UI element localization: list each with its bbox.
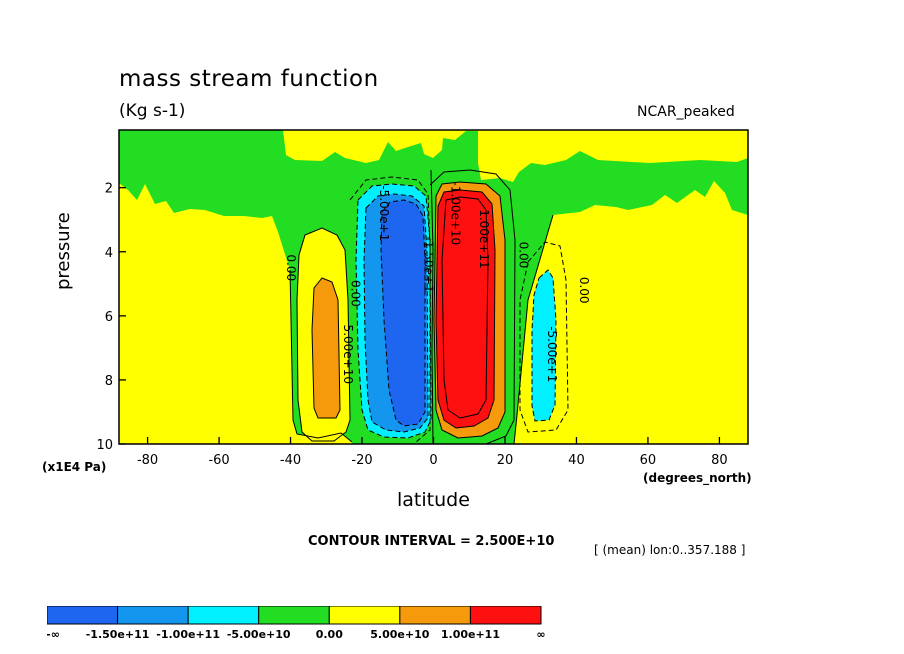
colorbar-level-label: ∞ [536, 628, 545, 641]
contour-negative-right-inner [531, 269, 557, 422]
colorbar: -∞ -1.50e+11 -1.00e+11 -5.00e+10 0.00 5.00e+1… [47, 606, 546, 641]
contour-interval-label: CONTOUR INTERVAL = 2.500E+10 [308, 534, 555, 549]
colorbar-swatch [469, 606, 542, 625]
y-tick-label: 8 [105, 374, 113, 389]
x-axis-ticks: -80 -60 -40 -20 0 20 40 60 80 [137, 437, 728, 468]
contour-equator-line [430, 169, 434, 444]
x-unit-label: (degrees_north) [643, 471, 752, 485]
contour-label: 0.00 [284, 254, 298, 281]
x-axis-label: latitude [397, 489, 470, 511]
contour-label: -5.00e+1 [377, 185, 391, 241]
colorbar-swatch [328, 606, 401, 625]
colorbar-swatch [399, 606, 471, 625]
contour-positive-right-outer [433, 181, 506, 439]
colorbar-swatch [258, 606, 330, 625]
colorbar-level-label: 5.00e+10 [370, 628, 429, 641]
contour-label: -5.00e+1 [545, 326, 559, 382]
contour-fills [119, 130, 748, 444]
y-tick-label: 6 [105, 310, 113, 325]
colorbar-swatch [117, 606, 189, 625]
contour-label: 0.00 [348, 280, 362, 307]
colorbar-level-label: -∞ [47, 628, 60, 641]
contour-positive-right-shell [429, 169, 516, 444]
y-tick-label: 4 [105, 246, 113, 261]
y-tick-label: 10 [96, 438, 113, 453]
contour-negative-right-outer [519, 241, 569, 433]
x-tick-label: -20 [351, 453, 372, 468]
fill-negative-core [381, 200, 425, 426]
contour-negative-core [380, 199, 426, 427]
negative-contour-lines [349, 176, 569, 443]
chart-title: mass stream function [119, 66, 379, 92]
fill-near-zero-region [119, 130, 748, 444]
colorbar-level-label: -5.00e+10 [227, 628, 291, 641]
x-tick-label: -80 [137, 453, 158, 468]
contour-positive-left-inner [311, 277, 341, 419]
colorbar-swatch [187, 606, 260, 625]
x-tick-label: 0 [429, 453, 437, 468]
colorbar-level-label: 0.00 [316, 628, 343, 641]
x-tick-label: 80 [711, 453, 728, 468]
contour-label: -1.00e+10 [448, 181, 462, 245]
x-tick-label: 40 [568, 453, 585, 468]
x-tick-label: 60 [640, 453, 657, 468]
contour-label: 5.00e+10 [341, 325, 355, 384]
x-tick-label: 20 [497, 453, 514, 468]
y-axis-ticks: 2 4 6 8 10 [96, 182, 126, 453]
subset-label: [ (mean) lon:0..357.188 ] [594, 543, 746, 557]
colorbar-level-label: -1.50e+11 [86, 628, 150, 641]
colorbar-level-label: 1.00e+11 [441, 628, 500, 641]
y-unit-label: (x1E4 Pa) [42, 460, 107, 474]
contour-zero-right [513, 214, 554, 444]
contour-positive-right-inner [435, 189, 496, 429]
contour-label: 0.00 [516, 242, 530, 269]
contour-lines [289, 169, 554, 444]
model-label: NCAR_peaked [637, 104, 735, 120]
colorbar-level-label: -1.00e+11 [156, 628, 220, 641]
fill-right-negative-cell [532, 270, 556, 421]
contour-positive-left-outer [296, 227, 351, 442]
contour-label: 0.00 [577, 277, 591, 304]
colorbar-swatch [47, 606, 119, 625]
fill-positive-core [436, 190, 495, 428]
contour-negative-mid [363, 193, 429, 433]
contour-label: 1.00e+11 [477, 209, 491, 268]
x-tick-label: -60 [208, 453, 229, 468]
contour-labels: 0.00 0.00 5.00e+10 -5.00e+1 -1.50e+1 -1.00e+1… [284, 181, 591, 384]
contour-label: -1.50e+1 [422, 237, 436, 293]
y-axis-label: pressure [53, 212, 74, 290]
contour-negative-ring [355, 183, 432, 439]
y-tick-label: 2 [105, 182, 113, 197]
contour-positive-right-core [441, 196, 489, 419]
fill-left-orange-core [312, 278, 340, 418]
x-tick-label: -40 [280, 453, 301, 468]
units-label: (Kg s-1) [119, 101, 186, 121]
